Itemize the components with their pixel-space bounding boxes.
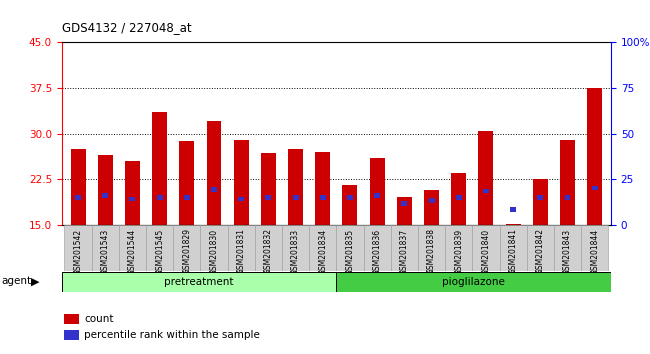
Bar — [227, 225, 255, 271]
Bar — [478, 131, 493, 225]
Bar — [397, 198, 412, 225]
Text: pretreatment: pretreatment — [164, 277, 234, 287]
Bar — [238, 197, 244, 201]
Bar — [374, 194, 380, 198]
Text: GSM201844: GSM201844 — [590, 228, 599, 275]
Bar — [64, 225, 92, 271]
Bar — [125, 161, 140, 225]
Bar — [456, 195, 462, 200]
Text: GSM201542: GSM201542 — [73, 228, 83, 275]
Text: ▶: ▶ — [31, 276, 40, 286]
Bar — [564, 195, 571, 200]
Bar — [337, 272, 611, 292]
Bar — [292, 195, 298, 200]
Bar — [288, 149, 303, 225]
Bar — [401, 201, 408, 206]
Text: count: count — [84, 314, 114, 324]
Bar — [119, 225, 146, 271]
Bar — [506, 224, 521, 225]
Bar — [483, 189, 489, 194]
Text: GDS4132 / 227048_at: GDS4132 / 227048_at — [62, 21, 191, 34]
Bar — [309, 225, 337, 271]
Bar — [343, 185, 358, 225]
Bar — [347, 195, 353, 200]
Bar — [211, 187, 217, 192]
Text: GSM201834: GSM201834 — [318, 228, 328, 275]
Bar — [451, 173, 466, 225]
Bar — [75, 195, 81, 200]
Text: GSM201842: GSM201842 — [536, 228, 545, 274]
Text: GSM201839: GSM201839 — [454, 228, 463, 275]
Text: GSM201838: GSM201838 — [427, 228, 436, 274]
Bar — [200, 225, 227, 271]
Bar — [129, 197, 135, 201]
Bar — [315, 152, 330, 225]
Text: GSM201835: GSM201835 — [345, 228, 354, 275]
Text: GSM201831: GSM201831 — [237, 228, 246, 274]
Bar — [157, 195, 162, 200]
Text: GSM201545: GSM201545 — [155, 228, 164, 275]
Bar — [510, 207, 516, 212]
Bar — [554, 225, 581, 271]
Bar — [538, 195, 543, 200]
Bar — [64, 330, 79, 340]
Bar — [445, 225, 473, 271]
Bar — [428, 198, 435, 202]
Bar — [363, 225, 391, 271]
Bar — [370, 158, 385, 225]
Bar — [207, 121, 222, 225]
Text: GSM201840: GSM201840 — [482, 228, 490, 275]
Text: GSM201836: GSM201836 — [372, 228, 382, 275]
Bar — [146, 225, 174, 271]
Text: pioglilazone: pioglilazone — [442, 277, 505, 287]
Bar — [184, 195, 190, 200]
Text: GSM201543: GSM201543 — [101, 228, 110, 275]
Text: GSM201837: GSM201837 — [400, 228, 409, 275]
Bar — [533, 179, 548, 225]
Bar — [424, 189, 439, 225]
Bar — [391, 225, 418, 271]
Bar — [62, 272, 337, 292]
Bar — [261, 153, 276, 225]
Bar — [320, 195, 326, 200]
Bar — [592, 186, 598, 190]
Bar — [587, 88, 602, 225]
Text: GSM201832: GSM201832 — [264, 228, 273, 274]
Bar — [499, 225, 526, 271]
Text: GSM201841: GSM201841 — [508, 228, 517, 274]
Bar — [265, 195, 272, 200]
Text: GSM201830: GSM201830 — [209, 228, 218, 275]
Bar — [234, 140, 249, 225]
Text: GSM201829: GSM201829 — [183, 228, 191, 274]
Bar — [526, 225, 554, 271]
Bar — [418, 225, 445, 271]
Bar — [64, 314, 79, 324]
Bar — [98, 155, 112, 225]
Text: percentile rank within the sample: percentile rank within the sample — [84, 330, 261, 340]
Bar — [174, 225, 200, 271]
Bar — [71, 149, 86, 225]
Bar — [337, 225, 363, 271]
Bar — [255, 225, 282, 271]
Bar — [282, 225, 309, 271]
Text: agent: agent — [1, 276, 31, 286]
Bar — [560, 140, 575, 225]
Text: GSM201843: GSM201843 — [563, 228, 572, 275]
Bar — [581, 225, 608, 271]
Text: GSM201544: GSM201544 — [128, 228, 137, 275]
Text: GSM201833: GSM201833 — [291, 228, 300, 275]
Bar — [92, 225, 119, 271]
Bar — [102, 194, 109, 198]
Bar — [152, 112, 167, 225]
Bar — [179, 141, 194, 225]
Bar — [473, 225, 499, 271]
